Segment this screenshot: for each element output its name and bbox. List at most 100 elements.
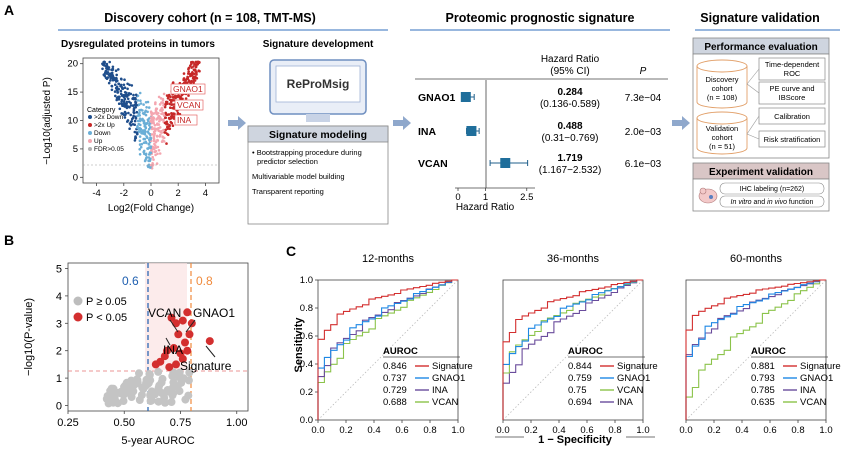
roc-curve — [685, 279, 826, 420]
volcano-point — [160, 109, 164, 112]
roc-xtick-label: 0.0 — [679, 425, 692, 436]
volcano-point — [164, 102, 167, 106]
b-point-ns — [147, 396, 156, 405]
volcano-point — [111, 78, 115, 82]
roc-xtick-label: 0.6 — [763, 425, 776, 436]
roc-title: 12-months — [362, 253, 414, 265]
volcano-point — [123, 113, 127, 117]
volcano-point — [110, 88, 114, 92]
volcano-point — [133, 123, 136, 126]
b-point-ns — [144, 379, 153, 388]
volcano-point — [164, 128, 168, 132]
roc-curve — [502, 279, 643, 420]
volcano-point — [120, 98, 124, 102]
volcano-point — [172, 99, 176, 102]
b-label-vcan: VCAN — [148, 306, 181, 320]
forest-ci-text: (0.31−0.769) — [542, 133, 599, 144]
mouse-icon — [698, 187, 718, 204]
volcano-point — [153, 133, 156, 137]
roc-xtick-label: 0.4 — [367, 425, 380, 436]
volcano-point — [113, 90, 117, 93]
volcano-point — [136, 124, 139, 128]
volcano-point — [138, 117, 142, 120]
c-xlabel: 1 − Specificity — [538, 434, 613, 446]
volcano-point — [143, 123, 147, 126]
volcano-point — [132, 111, 136, 115]
volcano-point — [169, 95, 172, 98]
volcano-point — [132, 114, 135, 118]
volcano-yticks: 0 5 10 15 20 — [67, 59, 83, 183]
volcano-xtick-label: -4 — [92, 188, 100, 199]
forest-p: 2.0e−03 — [625, 127, 662, 138]
volcano-point — [121, 104, 124, 107]
volcano-point — [138, 111, 141, 114]
b-ytick-label: 5 — [56, 263, 62, 275]
volcano-point — [114, 69, 118, 72]
volcano-point — [163, 121, 167, 125]
b-point-sig — [181, 338, 189, 347]
volcano-point — [169, 120, 173, 124]
forest-ci-text: (0.136-0.589) — [540, 99, 600, 110]
volcano-point — [142, 149, 146, 153]
auroc-label: Signature — [432, 361, 473, 372]
volcano-point — [145, 156, 148, 159]
roc-xtick-label: 1.0 — [451, 425, 464, 436]
roc-xtick-label: 0.2 — [339, 425, 352, 436]
volcano-point — [153, 150, 157, 154]
volcano-point — [105, 62, 109, 66]
volcano-point — [155, 127, 159, 131]
volcano-point — [101, 67, 104, 71]
exp-item-1: IHC labeling (n=262) — [740, 186, 804, 193]
roc-xtick-label: 0.6 — [395, 425, 408, 436]
b-point-sig — [167, 313, 176, 322]
roc-xtick-label: 0.2 — [524, 425, 537, 436]
forest-hr: 0.488 — [557, 121, 582, 132]
volcano-point — [182, 72, 186, 75]
volcano-point — [116, 88, 119, 92]
volcano-point — [148, 158, 152, 161]
volcano-point — [151, 163, 155, 166]
volcano-legend-label: >2x Down — [94, 114, 123, 121]
volcano-legend-dot — [88, 123, 92, 127]
volcano-ytick-label: 15 — [67, 87, 78, 98]
volcano-point — [160, 129, 163, 133]
roc-xtick-label: 1.0 — [636, 425, 649, 436]
prognostic-title: Proteomic prognostic signature — [446, 11, 635, 25]
validation-methods: Time-dependent ROC PE curve and IBScore Cali… — [746, 57, 826, 148]
volcano-point — [186, 76, 190, 79]
volcano-point — [134, 100, 137, 104]
volcano-point — [107, 73, 111, 76]
volcano-point — [162, 92, 166, 96]
volcano-point — [104, 71, 107, 74]
volcano-point — [138, 128, 141, 131]
b-point-signature — [205, 337, 214, 346]
volcano-point — [144, 101, 148, 104]
volcano-gene-box — [174, 114, 198, 126]
ci-header: (95% CI) — [550, 66, 589, 77]
volcano-point — [152, 121, 155, 125]
volcano-point — [154, 146, 158, 149]
volcano-point — [147, 156, 151, 159]
volcano-point — [192, 65, 195, 68]
volcano-point — [151, 155, 154, 159]
volcano-point — [192, 77, 195, 81]
roc-title: 36-months — [547, 253, 599, 265]
volcano-point — [166, 122, 169, 126]
volcano-point — [115, 86, 118, 90]
roc-xtick-label: 1.0 — [819, 425, 832, 436]
volcano-point — [192, 72, 196, 76]
exp-item-2: In vitro and in vivo function — [731, 199, 814, 206]
repromsig-label: ReProMsig — [287, 77, 350, 91]
volcano-point — [162, 128, 165, 132]
volcano-point — [132, 93, 135, 97]
volcano-point — [136, 99, 140, 102]
ihc-pill — [719, 182, 825, 195]
volcano-point — [160, 106, 164, 110]
volcano-point — [117, 102, 121, 105]
arrow-3 — [672, 116, 690, 130]
auroc-label: INA — [800, 385, 817, 396]
volcano-point — [123, 78, 126, 81]
forest-hr: 1.719 — [557, 153, 582, 164]
auroc-value: 0.881 — [751, 361, 775, 372]
